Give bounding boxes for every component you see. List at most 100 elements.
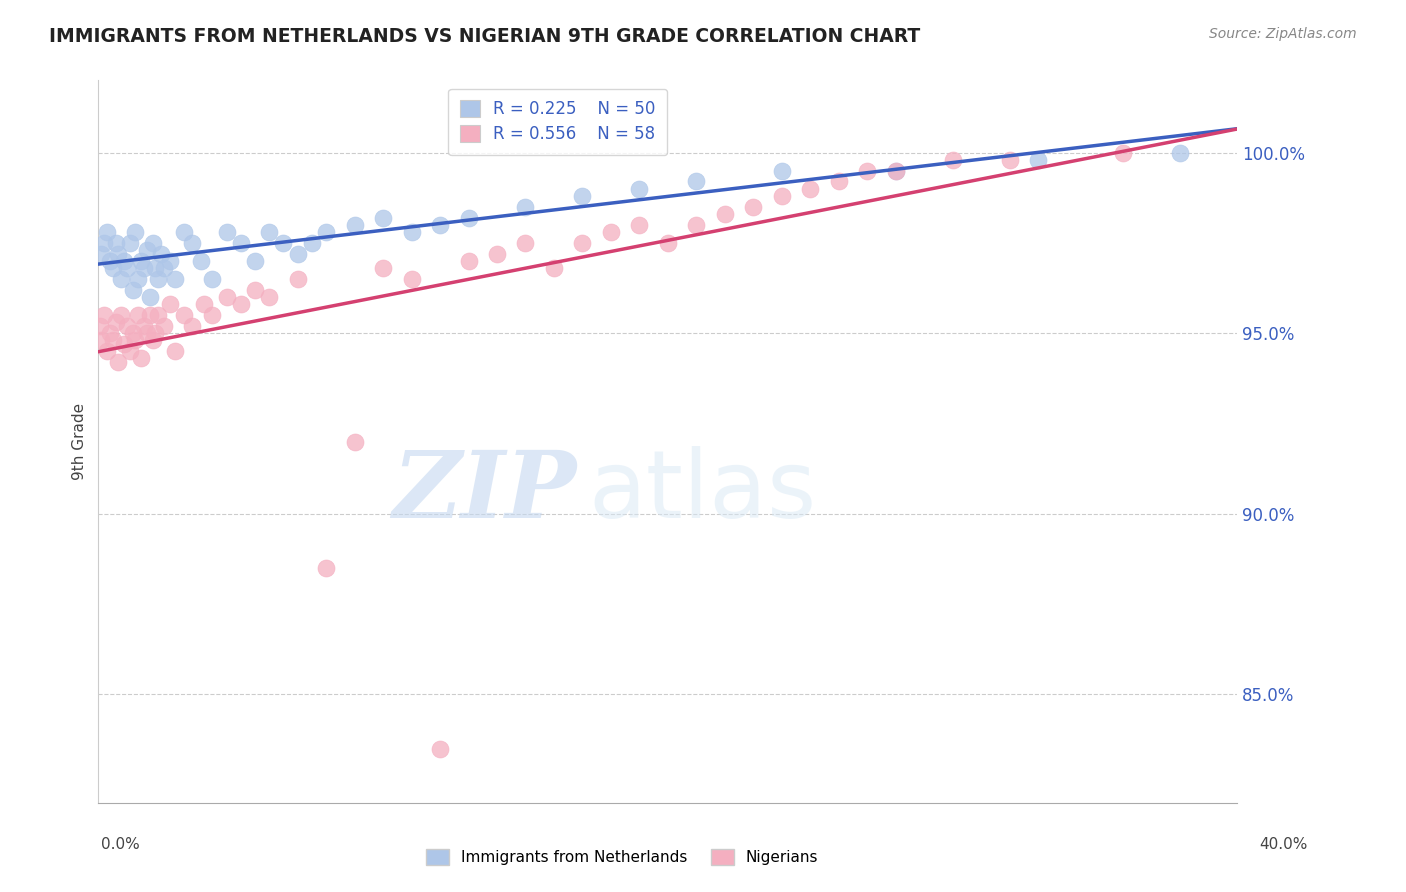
Point	[112, 254, 135, 268]
Point	[96, 344, 118, 359]
Text: atlas: atlas	[588, 446, 817, 538]
Point	[115, 318, 138, 333]
Point	[98, 254, 121, 268]
Point	[884, 163, 907, 178]
Point	[315, 225, 337, 239]
Point	[201, 308, 224, 322]
Point	[628, 218, 651, 232]
Point	[714, 207, 737, 221]
Point	[107, 355, 129, 369]
Point	[273, 235, 295, 250]
Text: 40.0%: 40.0%	[1260, 838, 1308, 852]
Point	[118, 344, 141, 359]
Point	[181, 235, 204, 250]
Point	[998, 153, 1021, 167]
Point	[124, 334, 146, 348]
Text: IMMIGRANTS FROM NETHERLANDS VS NIGERIAN 9TH GRADE CORRELATION CHART: IMMIGRANTS FROM NETHERLANDS VS NIGERIAN …	[49, 27, 921, 45]
Point	[104, 315, 127, 329]
Point	[457, 211, 479, 225]
Point	[515, 235, 537, 250]
Point	[129, 351, 152, 366]
Point	[138, 290, 160, 304]
Point	[124, 225, 146, 239]
Point	[141, 235, 163, 250]
Point	[799, 182, 821, 196]
Point	[571, 189, 593, 203]
Point	[98, 326, 121, 341]
Point	[287, 272, 309, 286]
Point	[429, 218, 451, 232]
Point	[121, 326, 143, 341]
Point	[301, 235, 323, 250]
Point	[110, 272, 132, 286]
Point	[371, 261, 394, 276]
Point	[457, 254, 479, 268]
Point	[159, 254, 181, 268]
Point	[127, 272, 149, 286]
Point	[515, 200, 537, 214]
Y-axis label: 9th Grade: 9th Grade	[72, 403, 87, 480]
Point	[1170, 145, 1192, 160]
Point	[110, 308, 132, 322]
Point	[129, 254, 152, 268]
Point	[89, 318, 111, 333]
Point	[150, 246, 173, 260]
Point	[145, 261, 167, 276]
Point	[685, 218, 707, 232]
Text: ZIP: ZIP	[392, 447, 576, 537]
Point	[112, 337, 135, 351]
Point	[141, 334, 163, 348]
Point	[101, 261, 124, 276]
Point	[118, 235, 141, 250]
Point	[1112, 145, 1135, 160]
Point	[201, 272, 224, 286]
Point	[229, 297, 252, 311]
Point	[543, 261, 565, 276]
Point	[243, 254, 266, 268]
Point	[742, 200, 765, 214]
Point	[165, 272, 187, 286]
Point	[127, 308, 149, 322]
Point	[856, 163, 879, 178]
Point	[173, 308, 195, 322]
Point	[107, 246, 129, 260]
Point	[193, 297, 215, 311]
Point	[93, 308, 115, 322]
Point	[96, 225, 118, 239]
Point	[401, 225, 423, 239]
Point	[259, 225, 281, 239]
Point	[153, 261, 176, 276]
Point	[190, 254, 212, 268]
Point	[165, 344, 187, 359]
Point	[115, 261, 138, 276]
Point	[93, 235, 115, 250]
Point	[243, 283, 266, 297]
Point	[215, 290, 238, 304]
Point	[104, 235, 127, 250]
Point	[828, 174, 851, 188]
Point	[571, 235, 593, 250]
Point	[132, 318, 155, 333]
Point	[138, 308, 160, 322]
Point	[685, 174, 707, 188]
Point	[148, 272, 170, 286]
Point	[132, 261, 155, 276]
Point	[429, 741, 451, 756]
Point	[159, 297, 181, 311]
Point	[173, 225, 195, 239]
Point	[135, 326, 157, 341]
Point	[486, 246, 509, 260]
Point	[371, 211, 394, 225]
Point	[770, 189, 793, 203]
Point	[942, 153, 965, 167]
Point	[148, 308, 170, 322]
Point	[135, 243, 157, 257]
Point	[343, 218, 366, 232]
Point	[884, 163, 907, 178]
Legend: R = 0.225    N = 50, R = 0.556    N = 58: R = 0.225 N = 50, R = 0.556 N = 58	[449, 88, 668, 155]
Point	[215, 225, 238, 239]
Point	[1026, 153, 1049, 167]
Point	[101, 334, 124, 348]
Point	[287, 246, 309, 260]
Point	[315, 561, 337, 575]
